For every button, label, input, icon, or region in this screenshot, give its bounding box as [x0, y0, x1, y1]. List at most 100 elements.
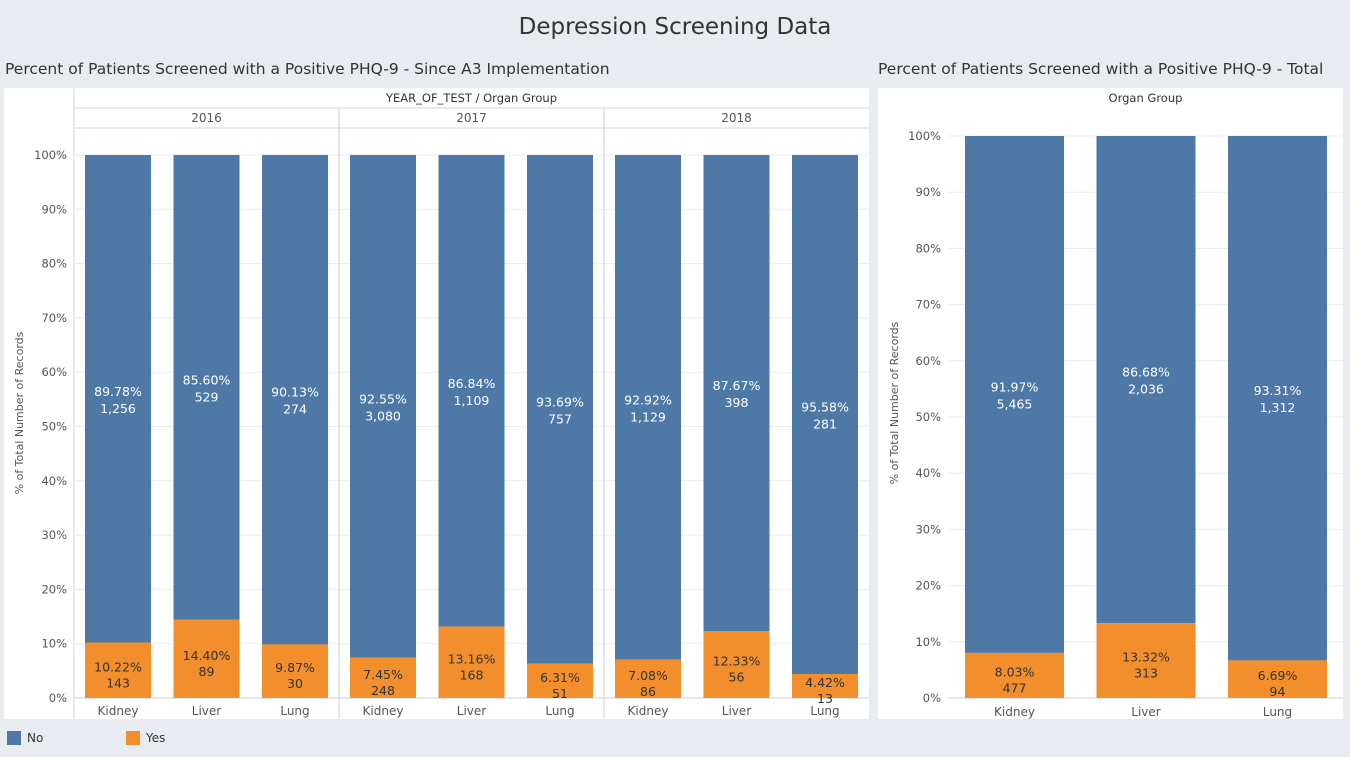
left-xtick-label: Kidney	[98, 704, 139, 718]
left-2018-lung-label-yes-pct: 4.42%	[805, 675, 845, 690]
left-2018-lung-label-yes-count: 13	[817, 691, 833, 706]
left-2018-lung-label-no-pct: 95.58%	[801, 399, 849, 414]
left-ytick-label: 10%	[41, 637, 67, 651]
right-lung-label-yes-count: 94	[1270, 684, 1286, 699]
left-2016-liver-label-yes-pct: 14.40%	[183, 648, 231, 663]
left-xtick-label: Lung	[280, 704, 309, 718]
left-2018-lung-bar-no	[792, 155, 858, 674]
left-ytick-label: 90%	[41, 202, 67, 216]
left-2017-liver-label-no-pct: 86.84%	[448, 376, 496, 391]
left-2017-liver-label-yes-count: 168	[460, 667, 484, 682]
left-2018-liver-bar-no	[703, 155, 770, 632]
left-2017-kidney-label-yes-count: 248	[371, 683, 395, 698]
legend-swatch-no	[7, 731, 21, 745]
left-2017-liver-label-yes-pct: 13.16%	[448, 651, 496, 666]
chart-title-total: Percent of Patients Screened with a Posi…	[878, 60, 1324, 78]
left-2016-lung-bar-no	[262, 155, 328, 645]
left-xtick-label: Lung	[545, 704, 574, 718]
right-ytick-label: 40%	[915, 466, 941, 480]
left-2018-liver-label-yes-pct: 12.33%	[713, 654, 761, 669]
left-2016-kidney-label-yes-pct: 10.22%	[94, 659, 142, 674]
left-ytick-label: 50%	[41, 420, 67, 434]
left-2016-lung-label-yes-pct: 9.87%	[275, 660, 315, 675]
left-xtick-label: Liver	[192, 704, 222, 718]
left-2017-kidney-label-yes-pct: 7.45%	[363, 667, 403, 682]
right-kidney-bar-no	[965, 136, 1064, 653]
right-lung-bar-no	[1228, 136, 1327, 661]
right-ytick-label: 50%	[915, 410, 941, 424]
left-xtick-label: Kidney	[363, 704, 404, 718]
left-y-axis-title: % of Total Number of Records	[13, 331, 26, 494]
left-2017-lung-bar-no	[527, 155, 593, 664]
left-ytick-label: 40%	[41, 474, 67, 488]
right-ytick-label: 90%	[915, 185, 941, 199]
left-2018-kidney-label-no-pct: 92.92%	[624, 392, 672, 407]
left-2016-lung-label-no-count: 274	[283, 402, 307, 417]
right-ytick-label: 60%	[915, 354, 941, 368]
left-ytick-label: 0%	[49, 691, 67, 705]
right-lung-label-no-pct: 93.31%	[1254, 383, 1302, 398]
left-ytick-label: 20%	[41, 582, 67, 596]
right-ytick-label: 20%	[915, 579, 941, 593]
left-2017-liver-bar-yes	[438, 626, 505, 698]
dashboard-title: Depression Screening Data	[518, 14, 832, 40]
left-2016-liver-label-no-count: 529	[195, 389, 219, 404]
left-2017-kidney-label-no-count: 3,080	[365, 408, 401, 423]
left-xtick-label: Lung	[810, 704, 839, 718]
right-ytick-label: 0%	[923, 691, 941, 705]
right-ytick-label: 80%	[915, 241, 941, 255]
left-2018-kidney-label-no-count: 1,129	[630, 409, 666, 424]
legend-label-yes: Yes	[146, 731, 166, 745]
left-ytick-label: 100%	[34, 148, 67, 162]
left-xtick-label: Liver	[457, 704, 487, 718]
left-2017-lung-label-yes-count: 51	[552, 686, 568, 701]
left-2017-lung-bar-yes	[527, 663, 593, 698]
left-2016-lung-bar-yes	[262, 644, 328, 698]
right-xtick-label: Lung	[1263, 705, 1292, 719]
left-2017-kidney-label-no-pct: 92.55%	[359, 391, 407, 406]
left-2017-lung-label-no-count: 757	[548, 411, 572, 426]
right-lung-label-yes-pct: 6.69%	[1258, 668, 1298, 683]
left-2018-lung-label-no-count: 281	[813, 416, 837, 431]
legend-swatch-yes	[126, 731, 140, 745]
left-2016-lung-label-no-pct: 90.13%	[271, 385, 319, 400]
left-2017-kidney-bar-no	[350, 155, 416, 658]
left-ytick-label: 80%	[41, 257, 67, 271]
legend-label-no: No	[27, 731, 44, 745]
left-year-label-2018: 2018	[721, 111, 752, 125]
left-2018-kidney-bar-yes	[615, 659, 681, 698]
right-liver-label-no-pct: 86.68%	[1122, 365, 1170, 380]
right-lung-bar-yes	[1228, 660, 1327, 698]
right-ytick-label: 70%	[915, 298, 941, 312]
legend-item-no[interactable]: No	[7, 731, 43, 745]
left-2016-liver-bar-no	[173, 155, 240, 620]
left-2016-liver-bar-yes	[173, 619, 240, 698]
left-2018-liver-label-no-count: 398	[725, 395, 749, 410]
left-2018-liver-label-no-pct: 87.67%	[713, 378, 761, 393]
left-ytick-label: 60%	[41, 365, 67, 379]
right-liver-label-no-count: 2,036	[1128, 382, 1164, 397]
left-2016-kidney-bar-yes	[85, 642, 151, 698]
left-2016-kidney-label-no-pct: 89.78%	[94, 384, 142, 399]
chart-title-since-a3: Percent of Patients Screened with a Posi…	[5, 60, 610, 78]
right-kidney-label-no-count: 5,465	[997, 396, 1033, 411]
left-2016-lung-label-yes-count: 30	[287, 676, 303, 691]
left-2017-lung-label-no-pct: 93.69%	[536, 394, 584, 409]
legend-item-yes[interactable]: Yes	[126, 731, 165, 745]
right-ytick-label: 10%	[915, 635, 941, 649]
left-chart-header: YEAR_OF_TEST / Organ Group	[385, 91, 557, 105]
left-2016-kidney-label-no-count: 1,256	[100, 401, 136, 416]
left-xtick-label: Kidney	[628, 704, 669, 718]
right-kidney-label-yes-pct: 8.03%	[995, 664, 1035, 679]
right-liver-label-yes-pct: 13.32%	[1122, 650, 1170, 665]
right-ytick-label: 100%	[908, 129, 941, 143]
right-liver-label-yes-count: 313	[1134, 666, 1158, 681]
left-2017-lung-label-yes-pct: 6.31%	[540, 670, 580, 685]
left-2018-kidney-bar-no	[615, 155, 681, 660]
left-2017-liver-label-no-count: 1,109	[454, 393, 490, 408]
left-2018-liver-bar-yes	[703, 631, 770, 698]
right-y-axis-title: % of Total Number of Records	[888, 321, 901, 484]
left-2016-liver-label-yes-count: 89	[199, 664, 215, 679]
right-liver-bar-no	[1096, 136, 1196, 624]
